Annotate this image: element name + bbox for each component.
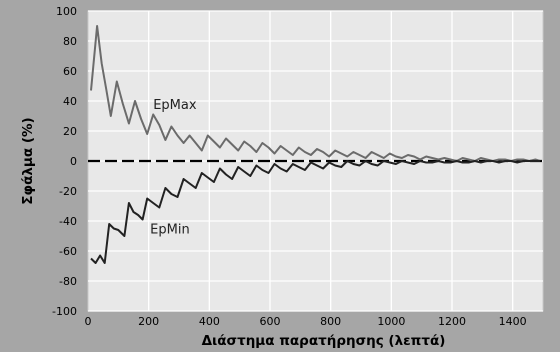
x-tick-label: 1200 xyxy=(438,315,466,328)
x-axis-title: Διάστημα παρατήρησης (λεπτά) xyxy=(202,333,446,349)
y-tick-label: -100 xyxy=(52,305,77,318)
x-tick-label: 400 xyxy=(199,315,220,328)
series-label-epmax: EpMax xyxy=(153,98,197,113)
y-tick-label: 100 xyxy=(56,5,77,18)
y-tick-label: 40 xyxy=(63,95,77,108)
y-tick-label: -20 xyxy=(59,185,77,198)
y-tick-label: -40 xyxy=(59,215,77,228)
x-tick-label: 600 xyxy=(260,315,281,328)
x-tick-label: 800 xyxy=(320,315,341,328)
series-label-epmin: EpMin xyxy=(150,223,190,238)
x-tick-label: 1400 xyxy=(499,315,527,328)
x-tick-label: 0 xyxy=(85,315,92,328)
y-tick-label: -60 xyxy=(59,245,77,258)
y-tick-label: 80 xyxy=(63,35,77,48)
y-tick-label: 0 xyxy=(70,155,77,168)
x-tick-label: 1000 xyxy=(377,315,405,328)
y-tick-label: 60 xyxy=(63,65,77,78)
y-axis-title: Σφάλμα (%) xyxy=(20,117,36,204)
y-tick-label: -80 xyxy=(59,275,77,288)
x-tick-label: 200 xyxy=(138,315,159,328)
y-tick-label: 20 xyxy=(63,125,77,138)
